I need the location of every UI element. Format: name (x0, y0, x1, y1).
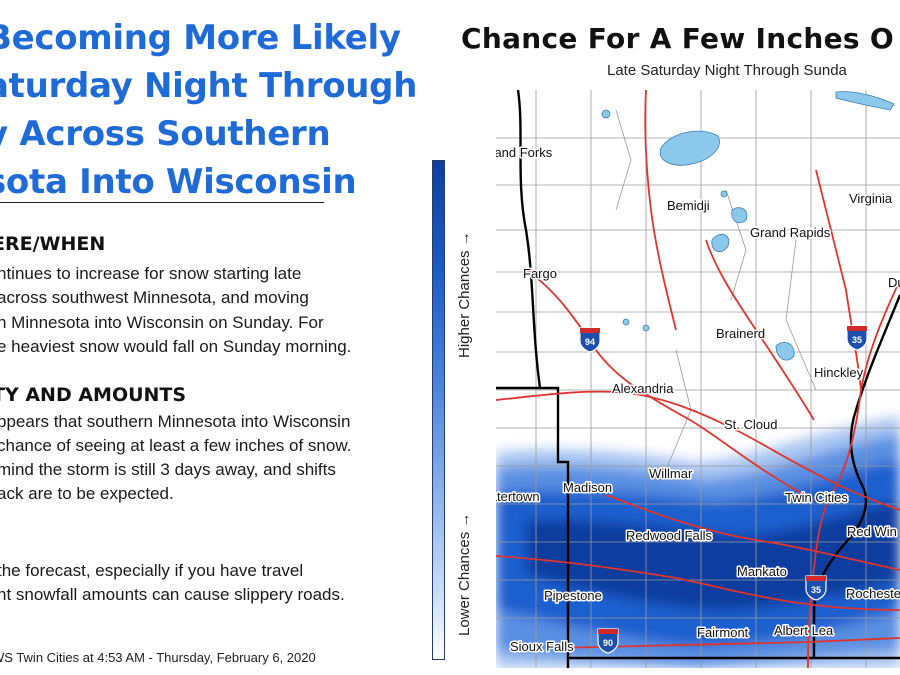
city-label: Grand Rapids (750, 225, 831, 240)
city-label: St. Cloud (724, 417, 777, 432)
lake (601, 109, 611, 119)
lake (720, 190, 728, 198)
city-label: Watertown (496, 489, 540, 504)
interstate-shield-i94: 94 (579, 327, 601, 353)
headline-line: sota Into Wisconsin (0, 162, 357, 202)
mn-nd-border (516, 90, 542, 389)
city-label: Virginia (849, 191, 893, 206)
body-line: across southwest Minnesota, and moving (0, 288, 309, 307)
mn-wi-border (812, 294, 900, 658)
lakes (601, 91, 895, 361)
highway-i35 (807, 279, 900, 668)
interstate-label: 35 (852, 335, 862, 345)
interstate-shield-i35-north: 35 (846, 325, 868, 351)
interstate-shield-i90: 90 (597, 628, 619, 654)
city-label: Redwood Falls (626, 528, 712, 543)
snow-probability-map: 94 35 35 90 Grand Forks Bemidji Virginia… (496, 90, 900, 668)
lake (642, 324, 650, 332)
city-label: Bemidji (667, 198, 710, 213)
headline-line: Becoming More Likely (0, 18, 401, 58)
city-label: Du (888, 275, 900, 290)
city-label: Sioux Falls (510, 639, 574, 654)
headline-divider (0, 202, 324, 203)
interstate-shield-i35-south: 35 (805, 575, 827, 601)
state-borders (496, 90, 900, 668)
city-label: Grand Forks (496, 145, 553, 160)
city-label: Albert Lea (774, 623, 834, 638)
section-heading-amounts: TY AND AMOUNTS (0, 384, 187, 406)
body-line: ntinues to increase for snow starting la… (0, 264, 302, 283)
headline-line: aturday Night Through (0, 66, 418, 106)
body-line: n Minnesota into Wisconsin on Sunday. Fo… (0, 313, 324, 332)
city-label: Alexandria (612, 381, 674, 396)
body-line: chance of seeing at least a few inches o… (0, 436, 352, 455)
interstate-label: 94 (585, 337, 595, 347)
highway (705, 239, 815, 421)
interstate-label: 90 (603, 638, 613, 648)
highway (644, 90, 677, 331)
city-label: Twin Cities (785, 490, 848, 505)
map-title: Chance For A Few Inches O (461, 22, 895, 55)
highway (496, 390, 900, 511)
lake (659, 130, 720, 166)
county-boundaries (496, 90, 900, 668)
city-label: Brainerd (716, 326, 765, 341)
body-line: ppears that southern Minnesota into Wisc… (0, 412, 351, 431)
city-label: Madison (563, 480, 612, 495)
city-label: Mankato (737, 564, 787, 579)
issued-footer: WS Twin Cities at 4:53 AM - Thursday, Fe… (0, 650, 316, 665)
section-heading-where-when: ERE/WHEN (0, 233, 106, 255)
map-subtitle: Late Saturday Night Through Sunda (607, 62, 847, 79)
body-line: e heaviest snow would fall on Sunday mor… (0, 337, 352, 356)
lake (775, 342, 795, 361)
body-line: mind the storm is still 3 days away, and… (0, 460, 336, 479)
city-label: Red Win (847, 524, 897, 539)
body-line: the forecast, especially if you have tra… (0, 561, 304, 580)
city-label: Fargo (523, 266, 557, 281)
city-label: Fairmont (697, 625, 749, 640)
legend-color-ramp (432, 160, 445, 660)
highway (815, 169, 862, 391)
lake (731, 207, 748, 224)
body-line: ack are to be expected. (0, 484, 174, 503)
lake (622, 318, 630, 326)
legend-lower-label: Lower Chances → (456, 512, 473, 636)
lake (711, 233, 730, 253)
highway-i94 (525, 269, 815, 501)
highway-i90 (555, 637, 900, 649)
city-labels: Grand Forks Bemidji Virginia Grand Rapid… (496, 144, 900, 656)
highway (496, 555, 900, 611)
highways (496, 90, 900, 668)
headline: Becoming More Likely aturday Night Throu… (0, 14, 426, 206)
city-label: Rocheste (846, 586, 900, 601)
city-label: Willmar (649, 466, 693, 481)
city-label: Hinckley (814, 365, 864, 380)
interstate-label: 35 (811, 585, 821, 595)
lake (835, 91, 895, 111)
highway (605, 494, 900, 571)
mn-sd-border (496, 386, 570, 668)
legend-higher-label: Higher Chances → (456, 231, 473, 358)
headline-line: y Across Southern (0, 114, 331, 154)
city-label: Pipestone (544, 588, 602, 603)
body-line: nt snowfall amounts can cause slippery r… (0, 585, 345, 604)
